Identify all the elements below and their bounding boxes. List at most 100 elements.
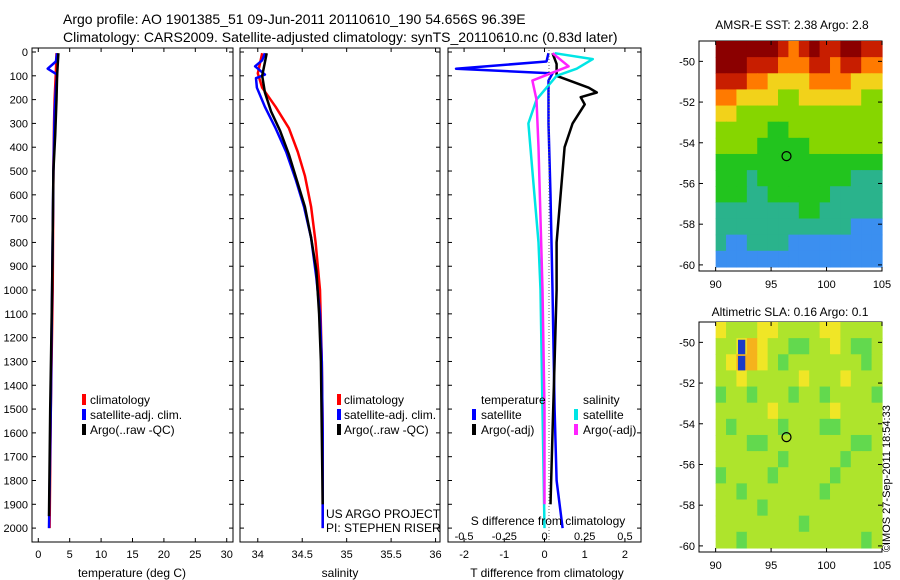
map-cell bbox=[715, 434, 727, 452]
map-cell bbox=[809, 370, 821, 388]
map-cell bbox=[798, 41, 810, 58]
map-cell bbox=[715, 218, 727, 236]
map-cell bbox=[726, 483, 738, 501]
map-cell bbox=[788, 57, 800, 74]
map-cell bbox=[861, 467, 873, 484]
map-cell bbox=[819, 370, 831, 388]
map-cell bbox=[757, 218, 769, 236]
map-cell bbox=[871, 322, 883, 339]
map-cell bbox=[798, 105, 810, 123]
map-cell bbox=[746, 338, 758, 355]
legend-label-satellite-adj: satellite-adj. clim. bbox=[344, 408, 436, 422]
map-cell bbox=[840, 73, 852, 91]
map-cell bbox=[819, 434, 831, 452]
x-tick-label: 5 bbox=[67, 549, 73, 561]
map-cell bbox=[819, 41, 831, 58]
map-cell bbox=[757, 338, 769, 355]
legend-swatch-climatology bbox=[82, 394, 86, 405]
map-cell bbox=[798, 451, 810, 468]
map-cell bbox=[850, 354, 862, 372]
map-cell bbox=[715, 170, 727, 187]
map-cell bbox=[840, 89, 852, 107]
map-cell bbox=[861, 250, 873, 268]
map-cell bbox=[788, 418, 800, 436]
map-cell bbox=[767, 386, 779, 404]
map-cell bbox=[809, 186, 821, 203]
map-cell bbox=[809, 451, 821, 468]
map-cell bbox=[861, 137, 873, 155]
map-cell bbox=[726, 89, 738, 107]
map-cell bbox=[861, 73, 873, 91]
map-cell bbox=[778, 467, 790, 484]
map-cell bbox=[778, 338, 790, 355]
map-cell bbox=[778, 170, 790, 187]
legend-label-s-argo: Argo(-adj) bbox=[583, 423, 636, 437]
map-cell bbox=[715, 57, 727, 74]
map-cell bbox=[850, 121, 862, 139]
map-cell bbox=[767, 234, 779, 252]
map-cell bbox=[715, 467, 727, 484]
map-cell bbox=[736, 531, 748, 549]
depth-tick-label: 1500 bbox=[4, 404, 28, 416]
map-cell bbox=[788, 370, 800, 388]
map-cell bbox=[830, 386, 842, 404]
map-cell bbox=[788, 234, 800, 252]
depth-tick-label: 900 bbox=[10, 261, 28, 273]
map-cell bbox=[746, 170, 758, 187]
map-cell bbox=[861, 354, 873, 372]
map-cell bbox=[809, 531, 821, 549]
map-cell bbox=[757, 202, 769, 220]
map-cell bbox=[726, 402, 738, 420]
map-cell bbox=[798, 418, 810, 436]
x-tick-label: 0 bbox=[541, 549, 547, 561]
map-cell bbox=[809, 354, 821, 372]
map-cell bbox=[798, 202, 810, 220]
map-cell bbox=[819, 322, 831, 339]
map-cell bbox=[861, 202, 873, 220]
map-cell bbox=[746, 370, 758, 388]
map-cell bbox=[861, 170, 873, 187]
map-cell bbox=[830, 451, 842, 468]
x-tick-label: -1 bbox=[499, 549, 509, 561]
map-cell bbox=[726, 57, 738, 74]
legend-title-salinity: salinity bbox=[583, 393, 620, 407]
map-cell bbox=[798, 467, 810, 484]
map-cell bbox=[778, 515, 790, 533]
map-cell bbox=[757, 105, 769, 123]
series-line-argo-raw-qc- bbox=[260, 52, 324, 505]
map-cell bbox=[840, 234, 852, 252]
map-cell bbox=[715, 89, 727, 107]
map-cell bbox=[778, 73, 790, 91]
map-cell bbox=[778, 370, 790, 388]
salinity-xlabel: salinity bbox=[322, 566, 359, 580]
map-cell bbox=[726, 434, 738, 452]
map-cell bbox=[715, 483, 727, 501]
map-cell bbox=[850, 57, 862, 74]
map-cell bbox=[830, 483, 842, 501]
map-cell bbox=[830, 57, 842, 74]
series-line-argo-raw-qc- bbox=[47, 53, 60, 517]
series-line-t-satellite bbox=[454, 52, 564, 529]
x-tick-label: 0 bbox=[35, 549, 41, 561]
map-cell bbox=[778, 250, 790, 268]
map-cell bbox=[746, 73, 758, 91]
map-cell bbox=[736, 137, 748, 155]
map-cell bbox=[830, 434, 842, 452]
map-cell bbox=[840, 121, 852, 139]
map-cell bbox=[767, 322, 779, 339]
map-cell bbox=[736, 41, 748, 58]
map-cell bbox=[840, 402, 852, 420]
x-tick-label: 10 bbox=[95, 549, 107, 561]
map-cell bbox=[819, 89, 831, 107]
map-cell bbox=[840, 202, 852, 220]
lat-tick-label: -52 bbox=[679, 378, 695, 390]
legend-label-climatology: climatology bbox=[90, 393, 150, 407]
map-cell bbox=[798, 370, 810, 388]
map-cell bbox=[861, 531, 873, 549]
map-cell bbox=[871, 354, 883, 372]
map-cell bbox=[830, 354, 842, 372]
map-cell bbox=[767, 483, 779, 501]
map-cell bbox=[819, 451, 831, 468]
map-cell bbox=[778, 57, 790, 74]
map-cell bbox=[798, 402, 810, 420]
